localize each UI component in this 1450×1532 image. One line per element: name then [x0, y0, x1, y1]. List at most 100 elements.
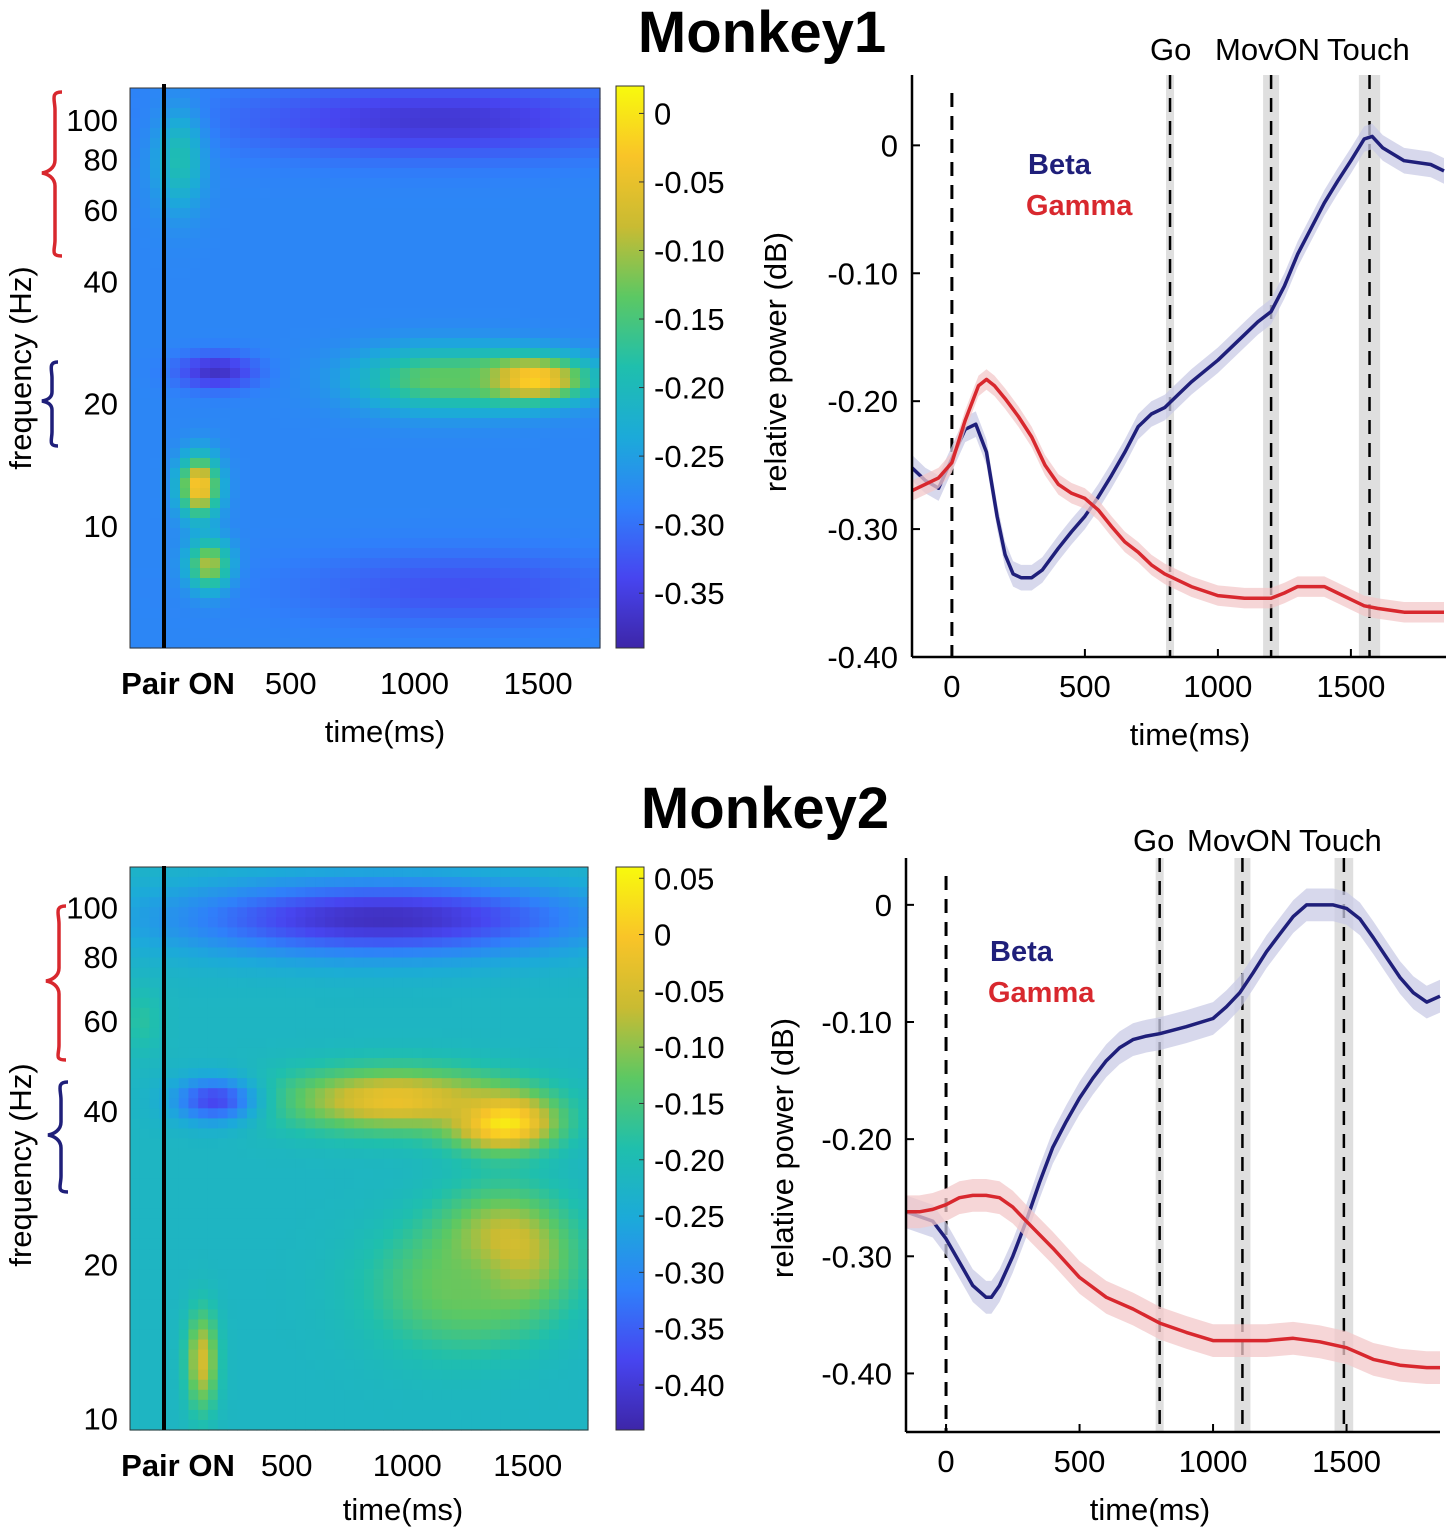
tf-cell: [540, 438, 551, 449]
tf-cell: [320, 118, 331, 129]
tf-cell: [246, 1269, 258, 1280]
tf-cell: [237, 1419, 248, 1431]
event-band: [1263, 75, 1280, 657]
tf-cell: [150, 638, 161, 649]
tf-cell: [168, 1198, 180, 1210]
tf-cell: [260, 438, 271, 449]
tf-cell: [324, 1269, 336, 1280]
tf-cell: [190, 368, 201, 379]
tf-cell: [280, 228, 291, 239]
tf-cell: [276, 1238, 287, 1250]
tf-cell: [440, 548, 451, 559]
tf-cell: [510, 418, 521, 429]
tf-cell: [180, 438, 191, 449]
tf-cell: [320, 428, 331, 439]
tf-cell: [440, 478, 451, 489]
tf-cell: [570, 598, 581, 609]
tf-cell: [500, 448, 511, 459]
tf-cell: [500, 98, 511, 109]
tf-cell: [450, 278, 461, 289]
tf-cell: [315, 867, 326, 878]
tf-cell: [246, 1299, 258, 1310]
tf-cell: [315, 907, 326, 918]
tf-cell: [130, 338, 141, 349]
tf-cell: [227, 1379, 238, 1391]
tf-cell: [580, 208, 591, 219]
tf-cell: [344, 1208, 355, 1220]
tf-cell: [432, 927, 443, 938]
tf-cell: [295, 1399, 306, 1411]
tf-cell: [168, 1068, 180, 1079]
tf-cell: [310, 278, 321, 289]
tf-cell: [280, 548, 291, 559]
tf-cell: [470, 378, 481, 389]
colorbar-tick-label: 0: [654, 96, 671, 131]
tf-cell: [266, 1098, 277, 1109]
tf-cell: [276, 1409, 287, 1421]
tf-cell: [168, 1238, 180, 1250]
tf-cell: [149, 1369, 160, 1381]
tf-cell: [230, 628, 241, 639]
tf-cell: [354, 1047, 365, 1059]
tf-cell: [198, 987, 209, 999]
tf-cell: [451, 937, 462, 949]
tf-cell: [150, 418, 161, 429]
tf-cell: [150, 478, 161, 489]
tf-cell: [420, 348, 431, 359]
tf-cell: [500, 508, 511, 519]
tf-cell: [198, 1289, 209, 1300]
tf-cell: [570, 368, 581, 379]
tf-cell: [295, 1309, 306, 1321]
tf-cell: [570, 128, 581, 139]
tf-cell: [380, 568, 391, 579]
tf-cell: [360, 348, 371, 359]
tf-cell: [422, 1098, 433, 1109]
tf-cell: [460, 418, 471, 429]
tf-cell: [560, 268, 571, 279]
tf-cell: [370, 188, 381, 199]
tf-cell: [280, 148, 291, 159]
tf-cell: [520, 168, 531, 179]
tf-cell: [560, 518, 571, 529]
tf-cell: [461, 1238, 472, 1250]
tf-cell: [340, 638, 351, 649]
tf-cell: [490, 268, 501, 279]
tf-cell: [198, 1198, 209, 1210]
m1-tf-ylabel: frequency (Hz): [3, 266, 38, 469]
tf-cell: [188, 1299, 199, 1310]
tf-cell: [383, 1379, 394, 1391]
tf-cell: [230, 388, 241, 399]
tf-cell: [210, 148, 221, 159]
tf-cell: [305, 1148, 316, 1160]
tf-cell: [451, 1158, 462, 1170]
tf-cell: [220, 278, 231, 289]
tf-cell: [180, 138, 191, 149]
tf-cell: [200, 148, 211, 159]
tf-cell: [350, 318, 361, 329]
tf-cell: [350, 358, 361, 369]
tf-cell: [270, 208, 281, 219]
tf-cell: [500, 598, 511, 609]
tf-cell: [370, 468, 381, 479]
tf-cell: [560, 388, 571, 399]
tf-cell: [471, 1228, 482, 1240]
tf-cell: [240, 408, 251, 419]
tf-cell: [530, 578, 541, 589]
tf-cell: [490, 1279, 501, 1290]
tf-cell: [139, 917, 151, 928]
tf-cell: [432, 1238, 443, 1250]
tf-cell: [280, 398, 291, 409]
tf-cell: [130, 378, 141, 389]
tf-cell: [480, 528, 491, 539]
tf-cell: [550, 468, 561, 479]
tf-cell: [460, 498, 471, 509]
tf-cell: [390, 558, 401, 569]
tf-cell: [246, 1178, 258, 1190]
tf-cell: [440, 438, 451, 449]
tf-cell: [400, 428, 411, 439]
tf-cell: [276, 897, 287, 908]
tf-cell: [490, 917, 501, 928]
tf-cell: [383, 977, 394, 989]
tf-cell: [198, 1279, 209, 1290]
tf-cell: [276, 1078, 287, 1089]
